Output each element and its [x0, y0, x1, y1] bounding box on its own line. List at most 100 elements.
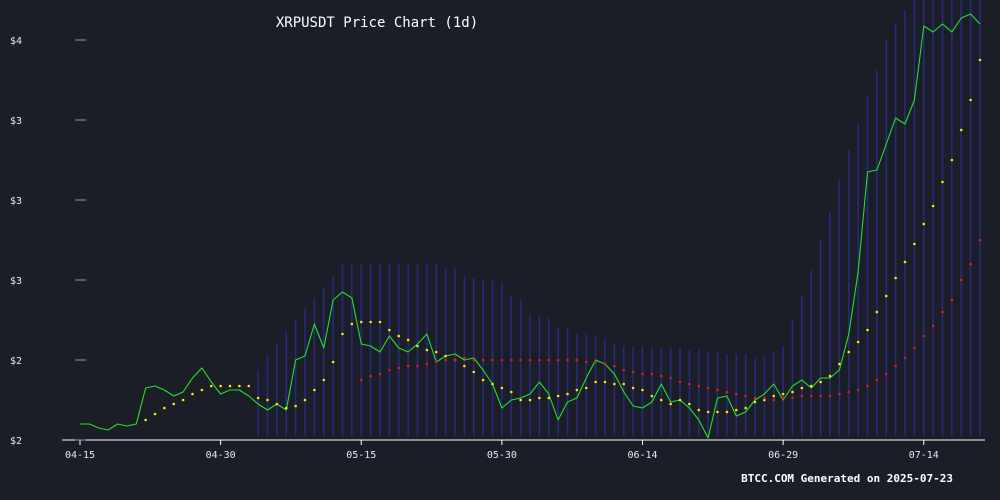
sar-dot: [866, 328, 869, 332]
sar-dot: [875, 310, 879, 314]
ma-dot: [388, 368, 391, 372]
y-tick-label: $3: [10, 196, 22, 207]
ma-dot: [519, 358, 522, 362]
sar-dot: [641, 388, 644, 392]
ma-dot: [950, 298, 954, 302]
sar-dot: [463, 364, 466, 368]
sar-dot: [191, 392, 194, 396]
sar-dot: [744, 406, 747, 410]
ma-dot: [631, 370, 635, 374]
ma-dot: [772, 398, 776, 402]
sar-dot: [331, 360, 335, 364]
sar-dot: [894, 276, 897, 280]
sar-dot: [613, 382, 616, 386]
ma-dot: [397, 366, 401, 370]
ma-dot: [613, 364, 616, 368]
sar-dot: [397, 334, 401, 338]
sar-dot: [200, 388, 204, 392]
ma-dot: [650, 372, 654, 376]
sar-dot: [781, 392, 785, 396]
ma-dot: [856, 388, 860, 392]
y-tick-label: $2: [10, 436, 22, 447]
sar-dot: [153, 412, 157, 416]
sar-dot: [181, 398, 185, 402]
ma-dot: [678, 380, 682, 384]
ma-dot: [481, 358, 485, 362]
ma-dot: [538, 358, 541, 362]
ma-dot: [491, 358, 494, 362]
ma-dot: [547, 358, 551, 362]
ma-dot: [378, 372, 382, 376]
sar-dot: [303, 398, 307, 402]
ma-dot: [434, 360, 438, 364]
x-tick-label: 04-30: [206, 450, 236, 461]
ma-dot: [753, 396, 757, 400]
sar-dot: [528, 398, 532, 402]
sar-dot: [566, 392, 569, 396]
x-tick-label: 05-30: [487, 450, 517, 461]
ma-dot: [828, 394, 832, 398]
sar-dot: [238, 384, 241, 388]
sar-dot: [481, 378, 485, 382]
sar-dot: [434, 350, 438, 354]
sar-dot: [556, 394, 560, 398]
y-tick-label: $4: [10, 36, 22, 47]
sar-dot: [519, 398, 522, 402]
sar-dot: [509, 390, 513, 394]
x-tick-label: 06-29: [768, 450, 798, 461]
axis-layer: 04-15 04-30 05-15 05-30 06-14 06-29 07-14 $2 $2 $…: [10, 36, 985, 461]
y-tick-label: $3: [10, 276, 22, 287]
ma-dot: [716, 388, 719, 392]
ma-dot: [903, 356, 907, 360]
ma-dot: [800, 394, 804, 398]
ma-dot: [922, 334, 926, 338]
ma-dot: [659, 374, 663, 378]
ma-dot: [763, 396, 766, 400]
ma-dot: [969, 262, 972, 266]
sar-dot: [856, 340, 860, 344]
x-tick-label: 04-15: [65, 450, 95, 461]
ma-dot: [556, 358, 560, 362]
band-layer: [257, 0, 981, 436]
sar-dot: [669, 402, 672, 406]
sar-dot: [425, 348, 429, 352]
sar-dot: [931, 204, 935, 208]
ma-dot: [425, 362, 429, 366]
sar-dot: [884, 294, 888, 298]
sar-dot: [903, 260, 907, 264]
sar-dot: [322, 378, 326, 382]
sar-dot: [163, 406, 166, 410]
sar-dot: [678, 398, 682, 402]
sar-dot: [284, 406, 288, 410]
ma-dot: [416, 364, 419, 368]
ma-dot: [894, 364, 897, 368]
sar-dot: [819, 380, 822, 384]
sar-dot: [706, 410, 710, 414]
sar-dot: [266, 398, 269, 402]
sar-dot: [219, 384, 222, 388]
sar-dot: [753, 400, 757, 404]
sar-dot: [350, 322, 354, 326]
sar-dot: [341, 332, 344, 336]
ma-dot: [369, 374, 372, 378]
sar-dot: [716, 410, 719, 414]
sar-dot: [313, 388, 316, 392]
ma-dot: [594, 360, 597, 364]
ma-dot: [791, 396, 794, 400]
sar-dot: [650, 394, 654, 398]
ma-dot: [463, 356, 466, 360]
sar-dot: [913, 242, 916, 246]
y-tick-label: $3: [10, 116, 22, 127]
ma-dot: [622, 368, 626, 372]
sar-dot: [847, 350, 851, 354]
ma-dot: [566, 358, 569, 362]
ma-dot: [931, 324, 935, 328]
ma-dot: [809, 394, 813, 398]
sar-dot: [734, 408, 738, 412]
sar-dot: [922, 222, 926, 226]
sar-dot: [969, 98, 972, 102]
sar-dot: [575, 388, 579, 392]
chart-footer: BTCC.COM Generated on 2025-07-23: [741, 472, 953, 485]
x-tick-label: 05-15: [346, 450, 376, 461]
